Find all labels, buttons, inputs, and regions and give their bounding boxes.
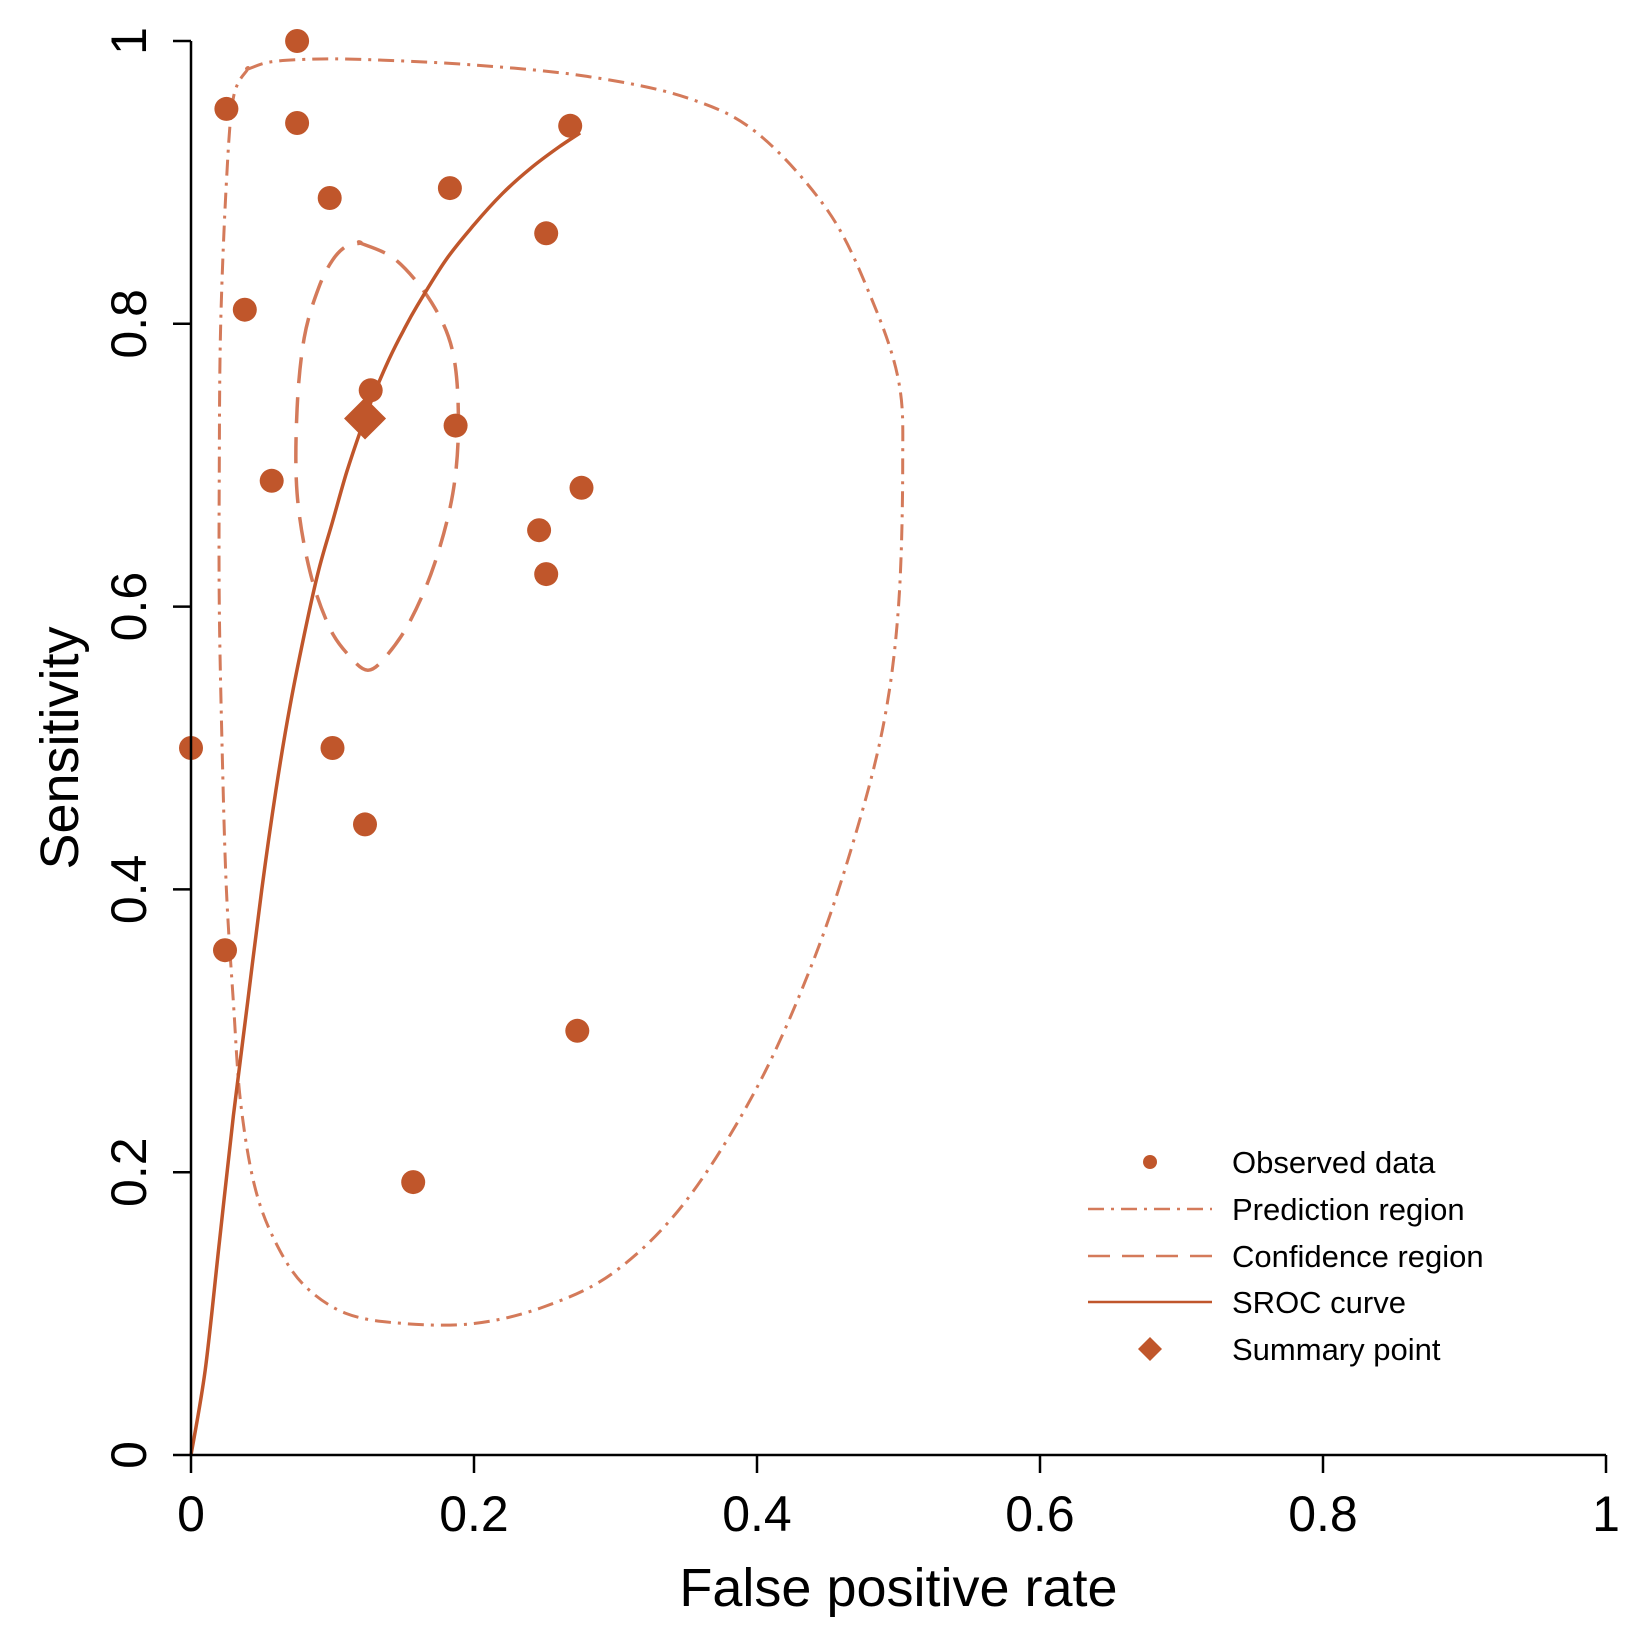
legend-label: Prediction region (1232, 1192, 1465, 1227)
y-tick-label: 0 (101, 1441, 157, 1469)
observed-point (320, 736, 345, 760)
confidence-region (294, 240, 461, 672)
x-axis-title: False positive rate (679, 1558, 1117, 1618)
observed-point (353, 812, 377, 837)
x-tick-label: 1 (1592, 1486, 1620, 1542)
observed-point (527, 518, 552, 543)
observed-point (317, 186, 342, 210)
x-tick-label: 0.2 (439, 1486, 509, 1542)
observed-point (534, 221, 559, 246)
axes-layer: 0 0.2 0.4 0.6 0.8 1 0 0.2 0.4 0.6 0.8 1 (101, 27, 1620, 1542)
legend-label: Observed data (1232, 1145, 1436, 1180)
y-tick-label: 0.8 (101, 289, 157, 359)
legend: Observed data Prediction region Confidence… (1088, 1145, 1484, 1367)
prediction-region (217, 57, 905, 1327)
observed-point (259, 468, 284, 493)
observed-point (213, 938, 237, 963)
legend-label: Summary point (1232, 1332, 1441, 1367)
y-tick-label: 0.4 (101, 855, 157, 925)
legend-dot-symbol (1143, 1155, 1157, 1169)
legend-label: Confidence region (1232, 1239, 1484, 1274)
y-tick-label: 0.2 (101, 1137, 157, 1207)
x-tick-label: 0.8 (1288, 1486, 1358, 1542)
y-axis-title: Sensitivity (30, 626, 90, 869)
regions-layer (217, 57, 905, 1327)
sroc-curve-layer (189, 131, 582, 1456)
observed-point (565, 1018, 590, 1043)
observed-points-layer (179, 29, 594, 1195)
observed-point (232, 297, 257, 322)
x-tick-label: 0.6 (1005, 1486, 1075, 1542)
summary-layer (344, 397, 387, 440)
observed-point (569, 475, 594, 500)
legend-diamond-symbol (1138, 1337, 1162, 1361)
observed-point (358, 378, 383, 403)
x-tick-label: 0 (177, 1486, 205, 1542)
observed-point (437, 176, 462, 201)
sroc-curve (189, 131, 582, 1456)
y-tick-label: 0.6 (101, 572, 157, 642)
observed-point (534, 562, 559, 587)
observed-point (285, 29, 310, 53)
observed-point (443, 413, 468, 438)
x-tick-label: 0.4 (722, 1486, 792, 1542)
legend-label: SROC curve (1232, 1285, 1406, 1320)
observed-point (285, 111, 310, 135)
y-tick-label: 1 (101, 27, 157, 55)
observed-point (214, 96, 239, 121)
observed-point (558, 113, 583, 138)
summary-point (344, 397, 387, 440)
observed-point (401, 1170, 426, 1195)
